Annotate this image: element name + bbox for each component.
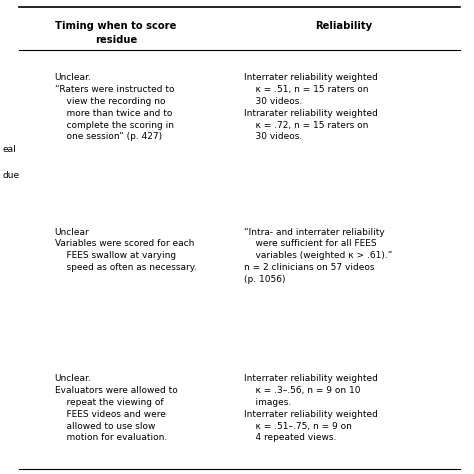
Text: “Intra- and interrater reliability
    were sufficient for all FEES
    variable: “Intra- and interrater reliability were …: [244, 228, 392, 284]
Text: due: due: [2, 171, 19, 180]
Text: Reliability: Reliability: [315, 21, 372, 31]
Text: Interrater reliability weighted
    κ = .3–.56, n = 9 on 10
    images.
Interrat: Interrater reliability weighted κ = .3–.…: [244, 374, 378, 442]
Text: Unclear.
Evaluators were allowed to
    repeat the viewing of
    FEES videos an: Unclear. Evaluators were allowed to repe…: [55, 374, 177, 442]
Text: Unclear
Variables were scored for each
    FEES swallow at varying
    speed as : Unclear Variables were scored for each F…: [55, 228, 196, 272]
Text: Timing when to score
residue: Timing when to score residue: [55, 21, 177, 45]
Text: Interrater reliability weighted
    κ = .51, n = 15 raters on
    30 videos.
Int: Interrater reliability weighted κ = .51,…: [244, 73, 378, 141]
Text: Unclear.
“Raters were instructed to
    view the recording no
    more than twic: Unclear. “Raters were instructed to view…: [55, 73, 174, 141]
Text: eal: eal: [2, 145, 16, 154]
